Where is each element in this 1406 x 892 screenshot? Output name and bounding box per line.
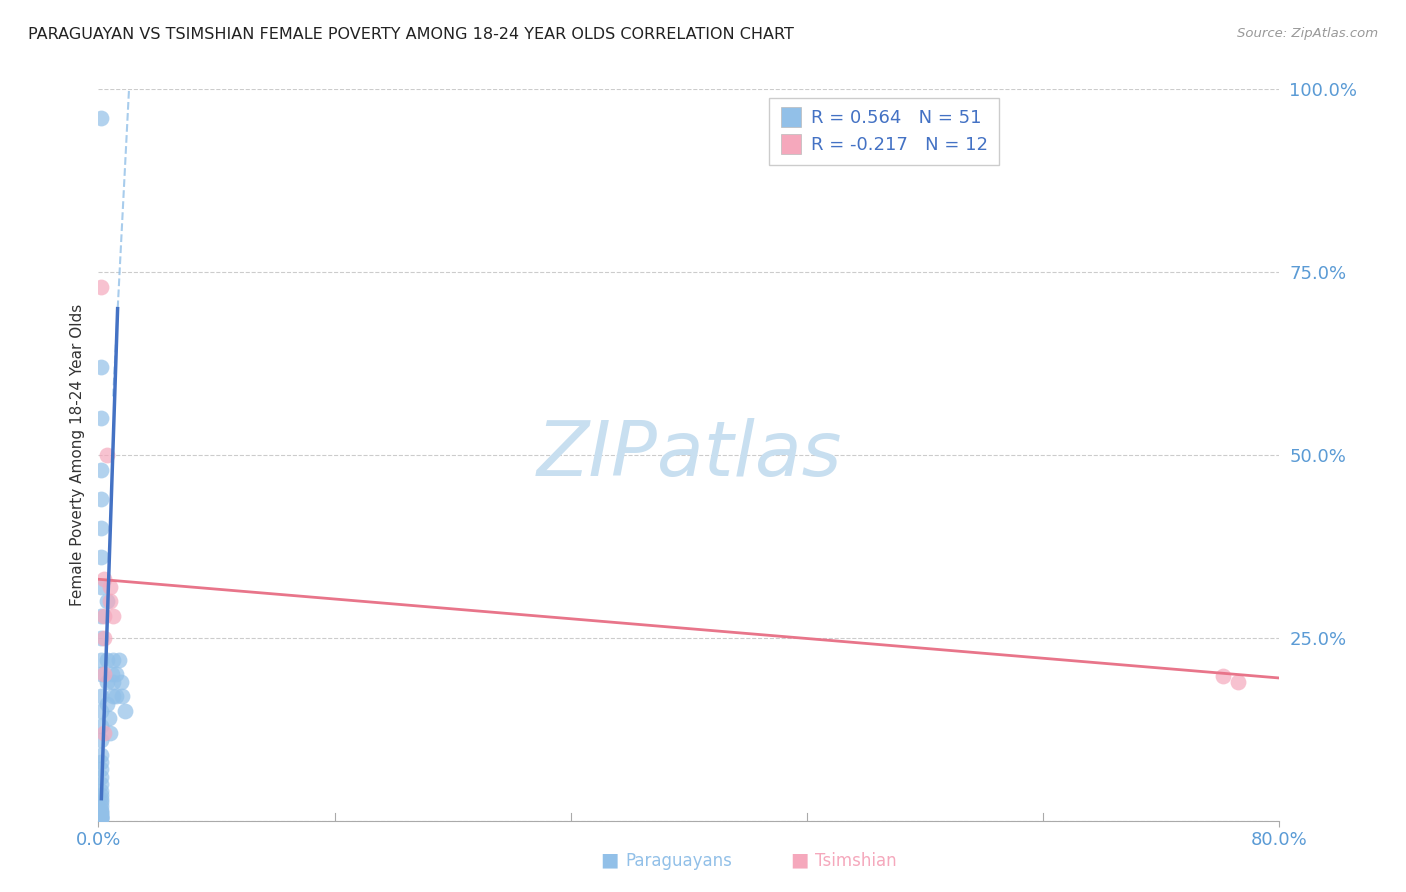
Point [96,697,118,711]
Text: PARAGUAYAN VS TSIMSHIAN FEMALE POVERTY AMONG 18-24 YEAR OLDS CORRELATION CHART: PARAGUAYAN VS TSIMSHIAN FEMALE POVERTY A… [28,27,794,42]
Point [90,550,112,565]
Point [90,755,112,769]
Point [103,690,125,704]
Point [90,580,112,594]
Point [90,796,112,810]
Point [96,674,118,689]
Point [96,448,118,462]
Point [110,674,132,689]
Text: ■: ■ [790,851,808,870]
Point [90,747,112,762]
Point [90,811,112,825]
Point [90,799,112,814]
Point [90,806,112,821]
Point [103,608,125,623]
Point [90,807,112,822]
Point [90,777,112,791]
Point [90,763,112,777]
Point [90,521,112,535]
Point [108,653,131,667]
Point [98,726,121,740]
Point [90,770,112,784]
Point [90,667,112,681]
Point [90,462,112,476]
Point [1227,674,1250,689]
Point [90,653,112,667]
Point [90,812,112,826]
Point [93,572,115,586]
Point [90,690,112,704]
Point [93,608,115,623]
Point [90,803,112,817]
Point [93,631,115,645]
Point [96,653,118,667]
Point [90,812,112,826]
Point [90,810,112,824]
Text: ■: ■ [600,851,619,870]
Point [90,718,112,732]
Point [90,608,112,623]
Point [100,667,122,681]
Text: Paraguayans: Paraguayans [626,852,733,870]
Point [90,631,112,645]
Point [90,809,112,823]
Point [103,653,125,667]
Point [96,594,118,608]
Point [90,279,112,293]
Point [93,667,115,681]
Point [90,733,112,747]
Point [98,594,121,608]
Point [111,690,134,704]
Point [103,674,125,689]
Y-axis label: Female Poverty Among 18-24 Year Olds: Female Poverty Among 18-24 Year Olds [69,304,84,606]
Text: ZIPatlas: ZIPatlas [536,418,842,491]
Point [90,805,112,819]
Text: Tsimshian: Tsimshian [815,852,897,870]
Point [98,580,121,594]
Point [90,704,112,718]
Point [93,726,115,740]
Point [1212,669,1234,683]
Point [97,711,120,725]
Point [90,784,112,798]
Point [90,491,112,506]
Point [105,690,128,704]
Point [90,411,112,425]
Point [90,788,112,802]
Point [105,667,128,681]
Text: Source: ZipAtlas.com: Source: ZipAtlas.com [1237,27,1378,40]
Point [90,791,112,805]
Point [90,112,112,126]
Point [90,360,112,375]
Legend: R = 0.564   N = 51, R = -0.217   N = 12: R = 0.564 N = 51, R = -0.217 N = 12 [769,98,998,165]
Point [114,704,136,718]
